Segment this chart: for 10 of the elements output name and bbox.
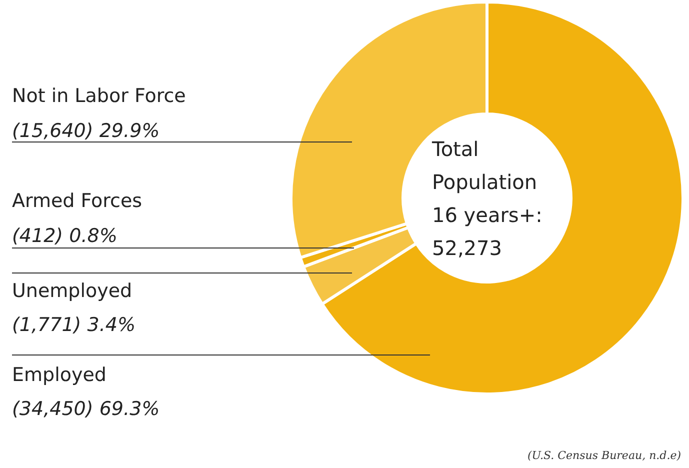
data-label: (34,450) 69.3% [12, 398, 160, 420]
data-label: (15,640) 29.9% [12, 120, 160, 142]
data-label: (412) 0.8% [12, 225, 118, 247]
slice-label: Not in Labor Force [12, 85, 186, 107]
slice-label: Employed [12, 364, 106, 386]
data-label: (1,771) 3.4% [12, 314, 136, 336]
text: (U.S. Census Bureau, n.d.e) [527, 449, 681, 462]
slice-label: Armed Forces [12, 190, 142, 212]
slice-label: Unemployed [12, 280, 132, 302]
text: Total Population 16 years+: 52,273 [431, 137, 542, 260]
